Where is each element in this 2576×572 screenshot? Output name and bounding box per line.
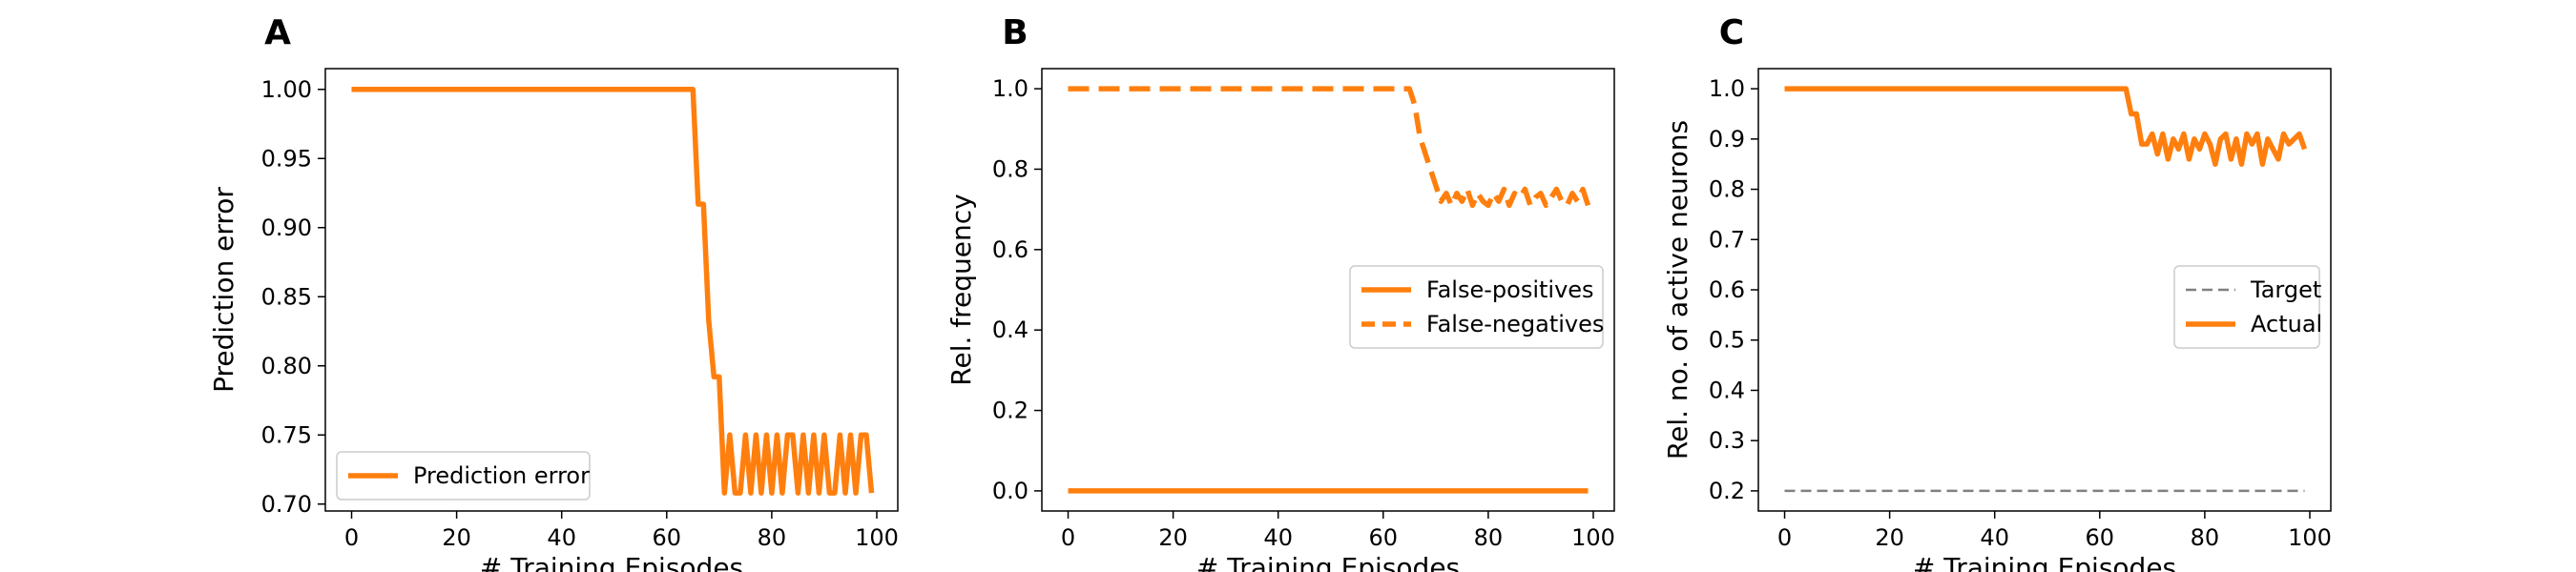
series-line-1 bbox=[1068, 86, 1591, 209]
axes-frame bbox=[1041, 68, 1615, 512]
y-tick-label: 0.75 bbox=[261, 421, 312, 448]
y-tick-label: 0.80 bbox=[261, 353, 312, 379]
x-tick-label: 60 bbox=[653, 524, 682, 551]
y-tick-label: 0.95 bbox=[261, 145, 312, 172]
x-tick-label: 40 bbox=[1980, 524, 2009, 551]
y-tick-label: 1.0 bbox=[992, 75, 1028, 102]
plot-area bbox=[1784, 86, 2308, 493]
x-tick-label: 60 bbox=[1369, 524, 1399, 551]
series-line-0 bbox=[351, 86, 875, 496]
panel-c: C # Training Episodes Rel. no. of active… bbox=[1662, 13, 2332, 572]
y-tick-label: 0.0 bbox=[992, 478, 1028, 504]
y-tick-label: 0.8 bbox=[1709, 176, 1745, 203]
legend-label: Actual bbox=[2251, 311, 2322, 337]
x-tick-label: 0 bbox=[344, 524, 359, 551]
y-tick-label: 0.7 bbox=[1709, 226, 1745, 253]
legend: False-positives False-negatives bbox=[1349, 265, 1604, 349]
x-tick-label: 60 bbox=[2086, 524, 2115, 551]
x-tick-label: 80 bbox=[758, 524, 787, 551]
legend: Prediction error bbox=[336, 451, 591, 500]
y-tick-label: 0.2 bbox=[1709, 478, 1745, 504]
legend-box bbox=[1349, 265, 1604, 349]
legend-box bbox=[2173, 265, 2320, 349]
series-line-1 bbox=[1784, 86, 2308, 167]
x-axis-label: # Training Episodes bbox=[1913, 552, 2176, 572]
tick-group: 0 20 40 60 80 100 0.2 0.3 0.4 0.5 0.6 0.7 0.8 0.9 1.0 bbox=[1709, 75, 2332, 551]
x-tick-label: 40 bbox=[1263, 524, 1293, 551]
legend-box bbox=[336, 451, 591, 500]
y-tick-label: 0.8 bbox=[992, 155, 1028, 182]
y-tick-label: 0.70 bbox=[261, 491, 312, 518]
x-tick-label: 0 bbox=[1061, 524, 1075, 551]
x-tick-label: 100 bbox=[1571, 524, 1615, 551]
x-tick-label: 100 bbox=[855, 524, 899, 551]
axes-frame bbox=[324, 68, 899, 512]
panel-a: A # Training Episodes Prediction error 0… bbox=[208, 13, 899, 572]
y-tick-label: 0.3 bbox=[1709, 427, 1745, 454]
y-axis-label: Rel. frequency bbox=[945, 194, 977, 385]
tick-group: 0 20 40 60 80 100 0.70 0.75 0.80 0.85 0.90 0.95 1.00 bbox=[261, 76, 899, 551]
y-tick-label: 1.00 bbox=[261, 76, 312, 103]
y-tick-label: 0.4 bbox=[1709, 377, 1745, 403]
y-tick-label: 0.9 bbox=[1709, 126, 1745, 153]
x-axis-label: # Training Episodes bbox=[480, 552, 743, 572]
y-tick-label: 0.5 bbox=[1709, 327, 1745, 354]
x-tick-label: 0 bbox=[1777, 524, 1792, 551]
panel-label: C bbox=[1719, 13, 1744, 52]
x-tick-label: 20 bbox=[1875, 524, 1904, 551]
legend-label: Prediction error bbox=[413, 462, 590, 489]
y-axis-label: Rel. no. of active neurons bbox=[1662, 120, 1693, 460]
y-tick-label: 0.6 bbox=[1709, 276, 1745, 303]
legend: Target Actual bbox=[2173, 265, 2322, 349]
x-tick-label: 100 bbox=[2288, 524, 2332, 551]
panel-label: A bbox=[264, 13, 291, 52]
y-tick-label: 0.4 bbox=[992, 317, 1028, 343]
y-tick-label: 0.2 bbox=[992, 398, 1028, 424]
y-tick-label: 0.90 bbox=[261, 214, 312, 241]
x-axis-label: # Training Episodes bbox=[1196, 552, 1460, 572]
y-axis-label: Prediction error bbox=[208, 187, 239, 393]
legend-label: False-positives bbox=[1426, 276, 1594, 303]
y-tick-label: 0.6 bbox=[992, 236, 1028, 263]
panel-label: B bbox=[1002, 13, 1028, 52]
tick-group: 0 20 40 60 80 100 0.0 0.2 0.4 0.6 0.8 1.0 bbox=[992, 75, 1615, 551]
y-tick-label: 1.0 bbox=[1709, 75, 1745, 102]
legend-label: False-negatives bbox=[1426, 311, 1604, 337]
x-tick-label: 20 bbox=[1158, 524, 1188, 551]
legend-label: Target bbox=[2250, 276, 2321, 303]
plot-area bbox=[351, 86, 875, 496]
plot-area bbox=[1068, 86, 1591, 494]
x-tick-label: 80 bbox=[2191, 524, 2220, 551]
panel-b: B # Training Episodes Rel. frequency 0 20… bbox=[945, 13, 1615, 572]
x-tick-label: 20 bbox=[442, 524, 471, 551]
x-tick-label: 80 bbox=[1474, 524, 1504, 551]
x-tick-label: 40 bbox=[547, 524, 576, 551]
y-tick-label: 0.85 bbox=[261, 283, 312, 310]
